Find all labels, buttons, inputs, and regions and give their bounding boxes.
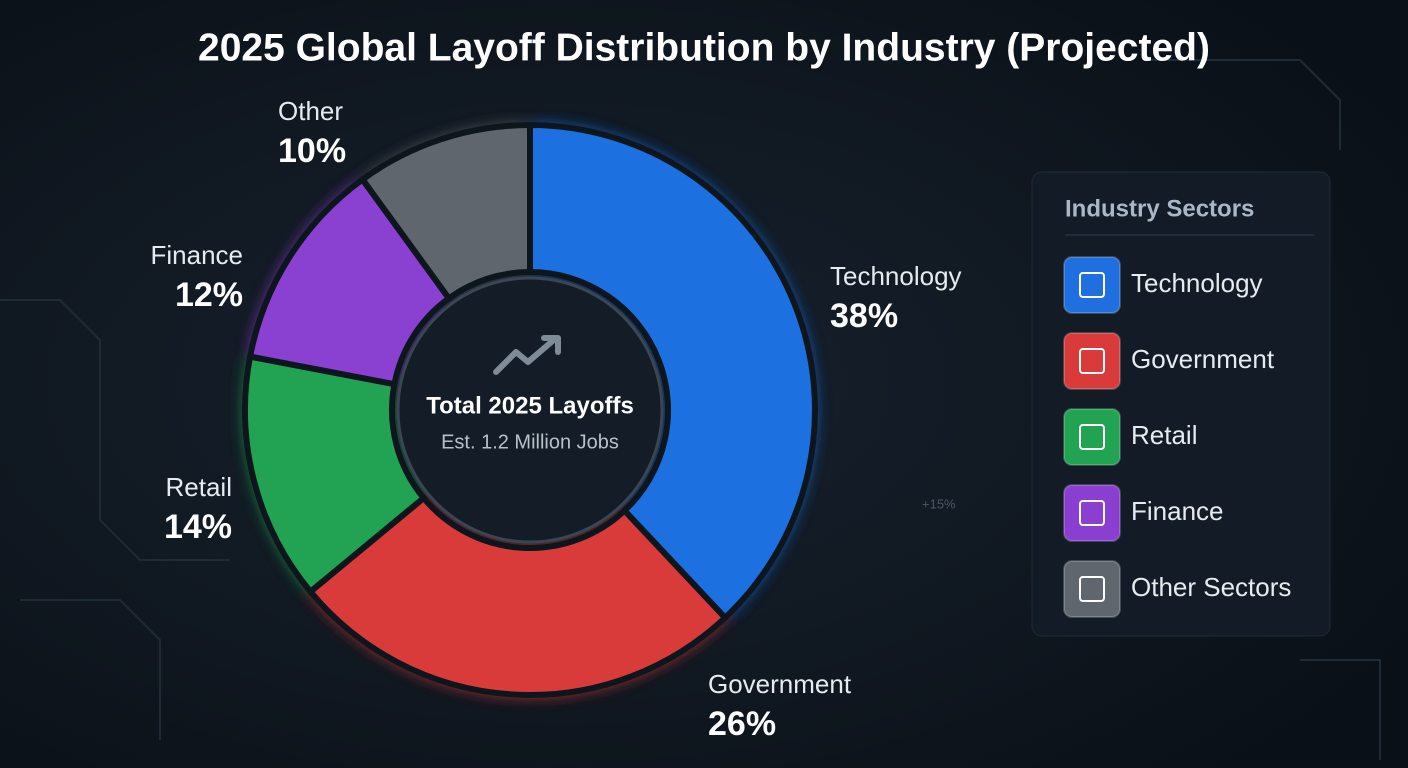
slice-value-label: 38% [830, 297, 898, 335]
slice-value-label: 14% [164, 508, 232, 546]
legend-swatch [1063, 256, 1121, 314]
legend: Technology Government Retail Finance Other S… [1063, 256, 1291, 618]
legend-swatch [1063, 484, 1121, 542]
legend-swatch [1063, 332, 1121, 390]
slice-value-label: 26% [708, 705, 776, 743]
legend-swatch [1063, 560, 1121, 618]
legend-icon [1079, 348, 1105, 374]
legend-title: Industry Sectors [1065, 195, 1254, 222]
slice-label: Retail [166, 472, 232, 502]
legend-icon [1079, 424, 1105, 450]
slice-label: Finance [151, 240, 244, 270]
legend-icon [1079, 576, 1105, 602]
chart-title: 2025 Global Layoff Distribution by Indus… [198, 26, 1210, 69]
legend-label: Retail [1131, 420, 1197, 450]
legend-label: Government [1131, 344, 1275, 374]
legend-label: Other Sectors [1131, 572, 1291, 602]
legend-label: Finance [1131, 496, 1224, 526]
legend-icon [1079, 500, 1105, 526]
slice [242, 353, 428, 596]
slice-value-label: 12% [175, 276, 243, 314]
circuit-decoration [0, 59, 1381, 760]
trend-icon [493, 335, 561, 375]
legend-icon [1079, 272, 1105, 298]
center-title: Total 2025 Layoffs [426, 392, 634, 419]
slice [527, 121, 818, 622]
legend-label: Technology [1131, 268, 1263, 298]
center-subtitle: Est. 1.2 Million Jobs [441, 431, 619, 453]
slice-label: Technology [830, 261, 962, 291]
donut [242, 121, 818, 698]
legend-swatch [1063, 408, 1121, 466]
slice [358, 121, 533, 303]
annotation: +15% [922, 496, 956, 511]
slice-label: Government [708, 669, 852, 699]
slice-label: Other [278, 96, 343, 126]
donut-hole [396, 276, 664, 544]
slice [306, 493, 730, 698]
slice-value-label: 10% [278, 132, 346, 170]
